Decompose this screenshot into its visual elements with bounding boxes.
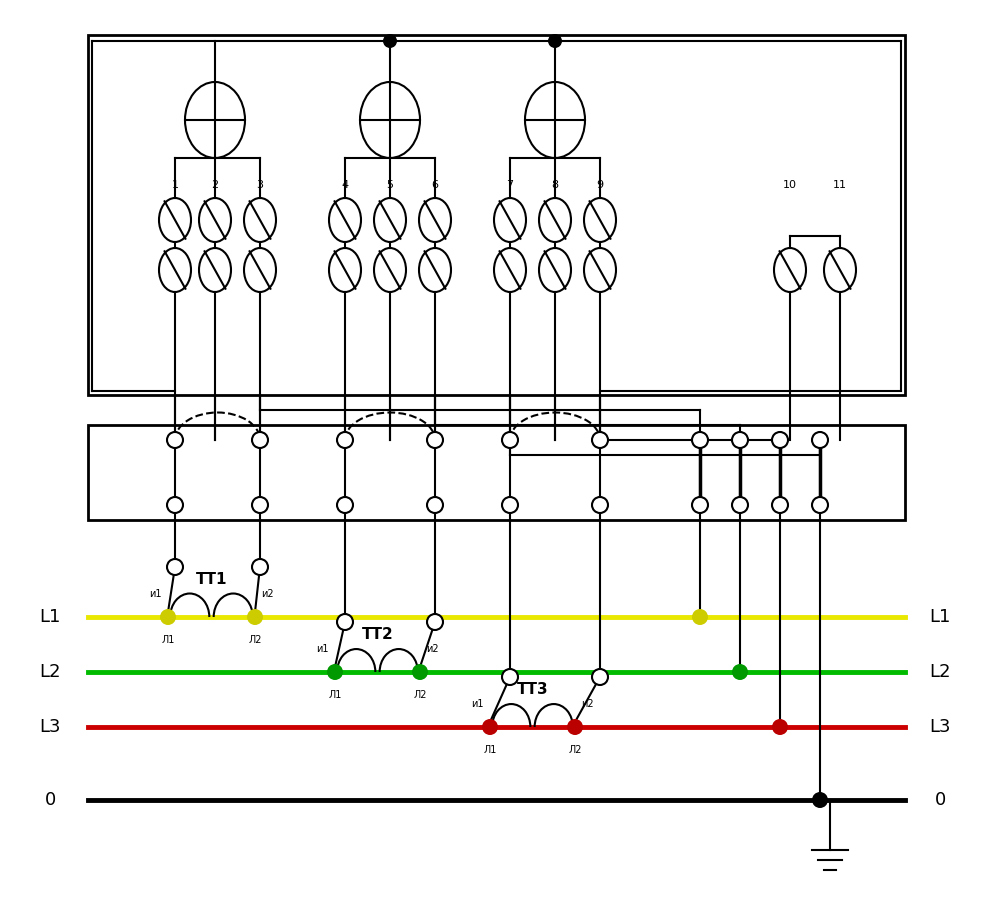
Text: 5: 5 (387, 180, 394, 190)
Circle shape (427, 497, 443, 513)
Circle shape (337, 432, 353, 448)
Text: 3: 3 (256, 180, 263, 190)
Circle shape (592, 669, 608, 685)
Text: Л2: Л2 (248, 635, 262, 645)
Text: L2: L2 (40, 663, 60, 681)
Text: 8: 8 (552, 180, 559, 190)
Circle shape (167, 559, 183, 575)
Text: 9: 9 (596, 180, 603, 190)
Text: 1: 1 (171, 180, 178, 190)
Circle shape (427, 432, 443, 448)
Text: L1: L1 (40, 608, 60, 626)
Text: и1: и1 (472, 699, 484, 709)
Text: 6: 6 (431, 180, 438, 190)
Circle shape (592, 497, 608, 513)
Circle shape (427, 614, 443, 630)
Text: и1: и1 (316, 644, 329, 654)
Circle shape (252, 559, 268, 575)
Circle shape (502, 497, 518, 513)
Bar (88, 425, 905, 520)
Text: Л2: Л2 (413, 690, 426, 700)
Text: Л1: Л1 (161, 635, 175, 645)
Text: L3: L3 (930, 718, 950, 736)
Text: 0: 0 (935, 791, 945, 809)
Text: 2: 2 (212, 180, 219, 190)
Circle shape (482, 719, 498, 735)
Circle shape (337, 614, 353, 630)
Circle shape (732, 497, 748, 513)
Circle shape (160, 609, 176, 625)
Circle shape (252, 432, 268, 448)
Circle shape (692, 432, 708, 448)
Circle shape (327, 664, 343, 680)
Circle shape (772, 719, 788, 735)
Circle shape (412, 664, 428, 680)
Circle shape (692, 609, 708, 625)
Bar (88, 35, 905, 395)
Circle shape (167, 497, 183, 513)
Circle shape (548, 34, 562, 48)
Text: L3: L3 (40, 718, 60, 736)
Text: 10: 10 (783, 180, 797, 190)
Text: Л2: Л2 (569, 745, 582, 755)
Text: Л1: Л1 (328, 690, 341, 700)
Circle shape (383, 34, 397, 48)
Text: Л1: Л1 (484, 745, 496, 755)
Circle shape (812, 497, 828, 513)
Circle shape (337, 497, 353, 513)
Text: и2: и2 (261, 589, 274, 599)
Text: 0: 0 (45, 791, 55, 809)
Text: ТТ1: ТТ1 (196, 572, 227, 587)
Text: и1: и1 (149, 589, 162, 599)
Text: L2: L2 (930, 663, 950, 681)
Text: L1: L1 (930, 608, 950, 626)
Circle shape (247, 609, 263, 625)
Circle shape (592, 432, 608, 448)
Circle shape (732, 664, 748, 680)
Circle shape (567, 719, 583, 735)
Text: ТТ3: ТТ3 (516, 682, 548, 697)
Text: 11: 11 (833, 180, 847, 190)
Circle shape (502, 669, 518, 685)
Circle shape (772, 432, 788, 448)
Circle shape (812, 792, 828, 808)
Text: 4: 4 (341, 180, 348, 190)
Text: и2: и2 (426, 644, 439, 654)
Circle shape (812, 432, 828, 448)
Circle shape (692, 497, 708, 513)
Text: ТТ2: ТТ2 (362, 627, 394, 642)
Text: 7: 7 (506, 180, 513, 190)
Circle shape (732, 432, 748, 448)
Circle shape (772, 497, 788, 513)
Circle shape (167, 432, 183, 448)
Circle shape (502, 432, 518, 448)
Text: и2: и2 (581, 699, 593, 709)
Circle shape (252, 497, 268, 513)
